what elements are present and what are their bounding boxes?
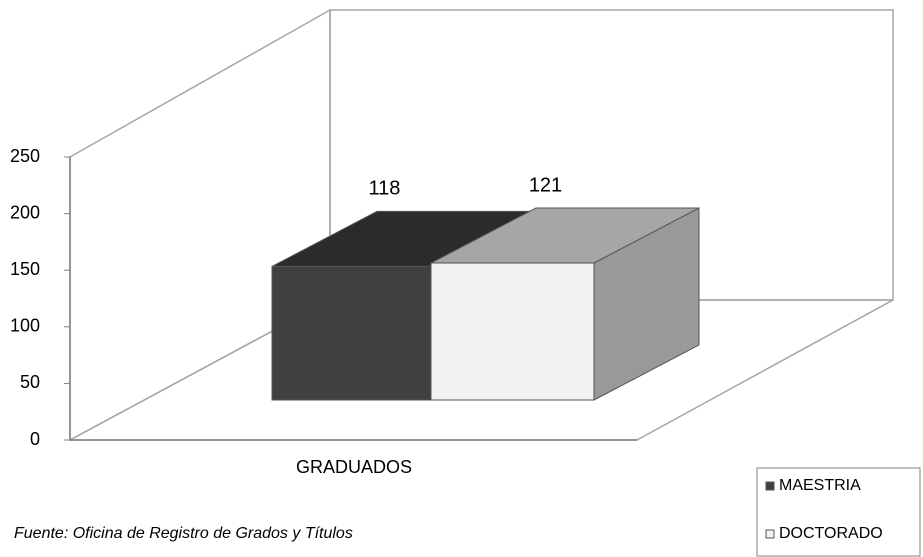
legend-label: MAESTRIA (779, 477, 861, 494)
y-tick-label: 150 (10, 259, 40, 279)
y-tick-label: 100 (10, 316, 40, 336)
legend-marker (765, 529, 775, 539)
bar-front (430, 262, 595, 401)
legend (756, 467, 921, 557)
y-tick-label: 250 (10, 146, 40, 166)
data-label: 118 (369, 178, 401, 200)
y-tick-label: 200 (10, 202, 40, 222)
y-tick-label: 0 (30, 429, 40, 449)
legend-label: DOCTORADO (779, 525, 883, 542)
source-note: Fuente: Oficina de Registro de Grados y … (14, 525, 353, 542)
bar-front (271, 265, 432, 401)
legend-marker (765, 481, 775, 491)
data-label: 121 (529, 174, 562, 196)
y-tick-label: 50 (20, 372, 40, 392)
x-tick-label: GRADUADOS (296, 457, 412, 477)
